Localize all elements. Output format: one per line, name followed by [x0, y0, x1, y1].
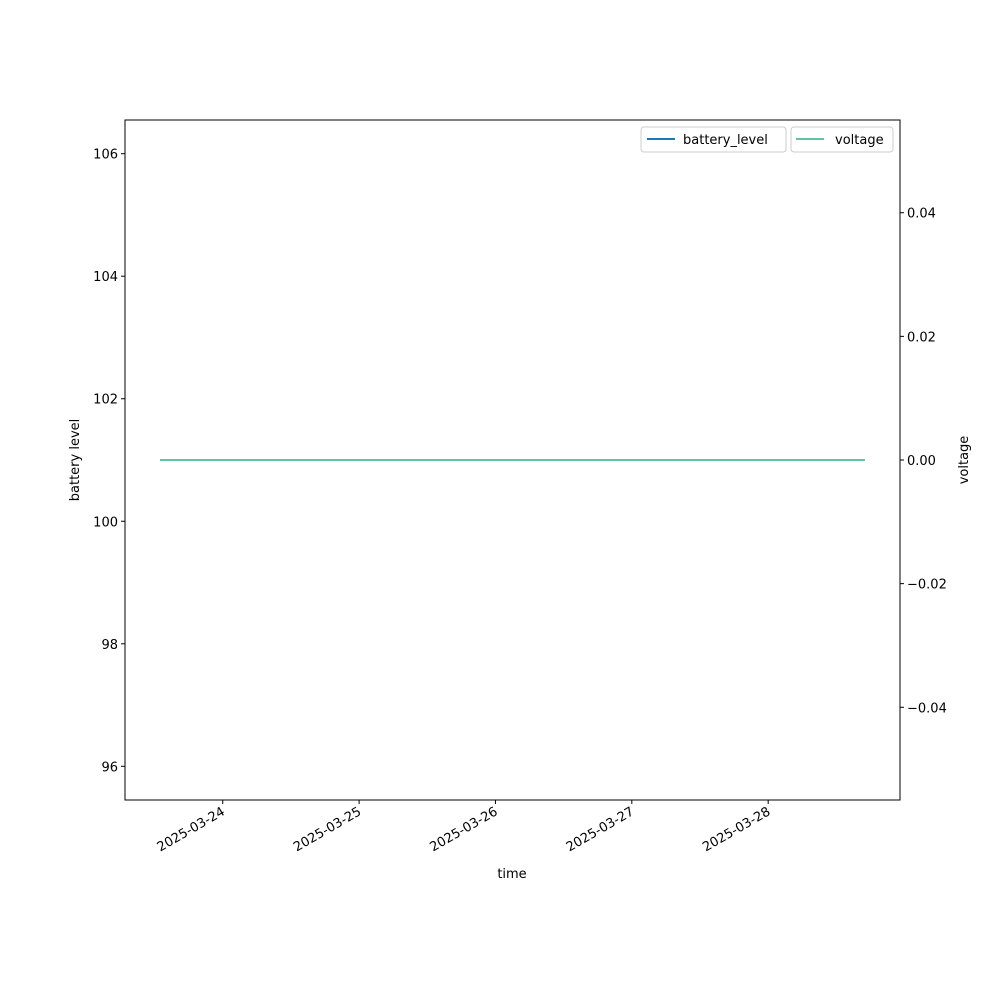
x-axis: 2025-03-24 2025-03-25 2025-03-26 2025-03-27…: [155, 800, 773, 855]
y-right-tick-label: −0.04: [907, 701, 947, 716]
x-axis-label: time: [497, 867, 526, 882]
x-tick-label: 2025-03-28: [700, 804, 773, 855]
y-axis-left: 96 98 100 102 104 106: [93, 148, 125, 775]
y-right-tick-label: 0.00: [907, 454, 936, 469]
legend-voltage: voltage: [790, 126, 894, 153]
legend-label-voltage: voltage: [835, 133, 884, 148]
legend-battery: battery_level: [640, 126, 787, 153]
y-left-tick-label: 100: [93, 515, 118, 530]
y-left-tick-label: 102: [93, 393, 118, 408]
x-tick-label: 2025-03-24: [155, 804, 228, 855]
legend-label-battery: battery_level: [683, 133, 768, 148]
y-left-tick-label: 106: [93, 148, 118, 163]
x-tick-label: 2025-03-25: [291, 804, 364, 855]
y-axis-right: −0.04 −0.02 0.00 0.02 0.04: [900, 207, 947, 716]
y-left-tick-label: 98: [101, 638, 118, 653]
y-axis-left-label: battery level: [68, 419, 83, 502]
y-left-tick-label: 96: [101, 760, 118, 775]
y-axis-right-label: voltage: [957, 436, 972, 485]
y-left-tick-label: 104: [93, 270, 118, 285]
y-right-tick-label: 0.02: [907, 330, 936, 345]
y-right-tick-label: −0.02: [907, 578, 947, 593]
y-right-tick-label: 0.04: [907, 207, 936, 222]
x-tick-label: 2025-03-26: [428, 804, 501, 855]
x-tick-label: 2025-03-27: [564, 804, 637, 855]
